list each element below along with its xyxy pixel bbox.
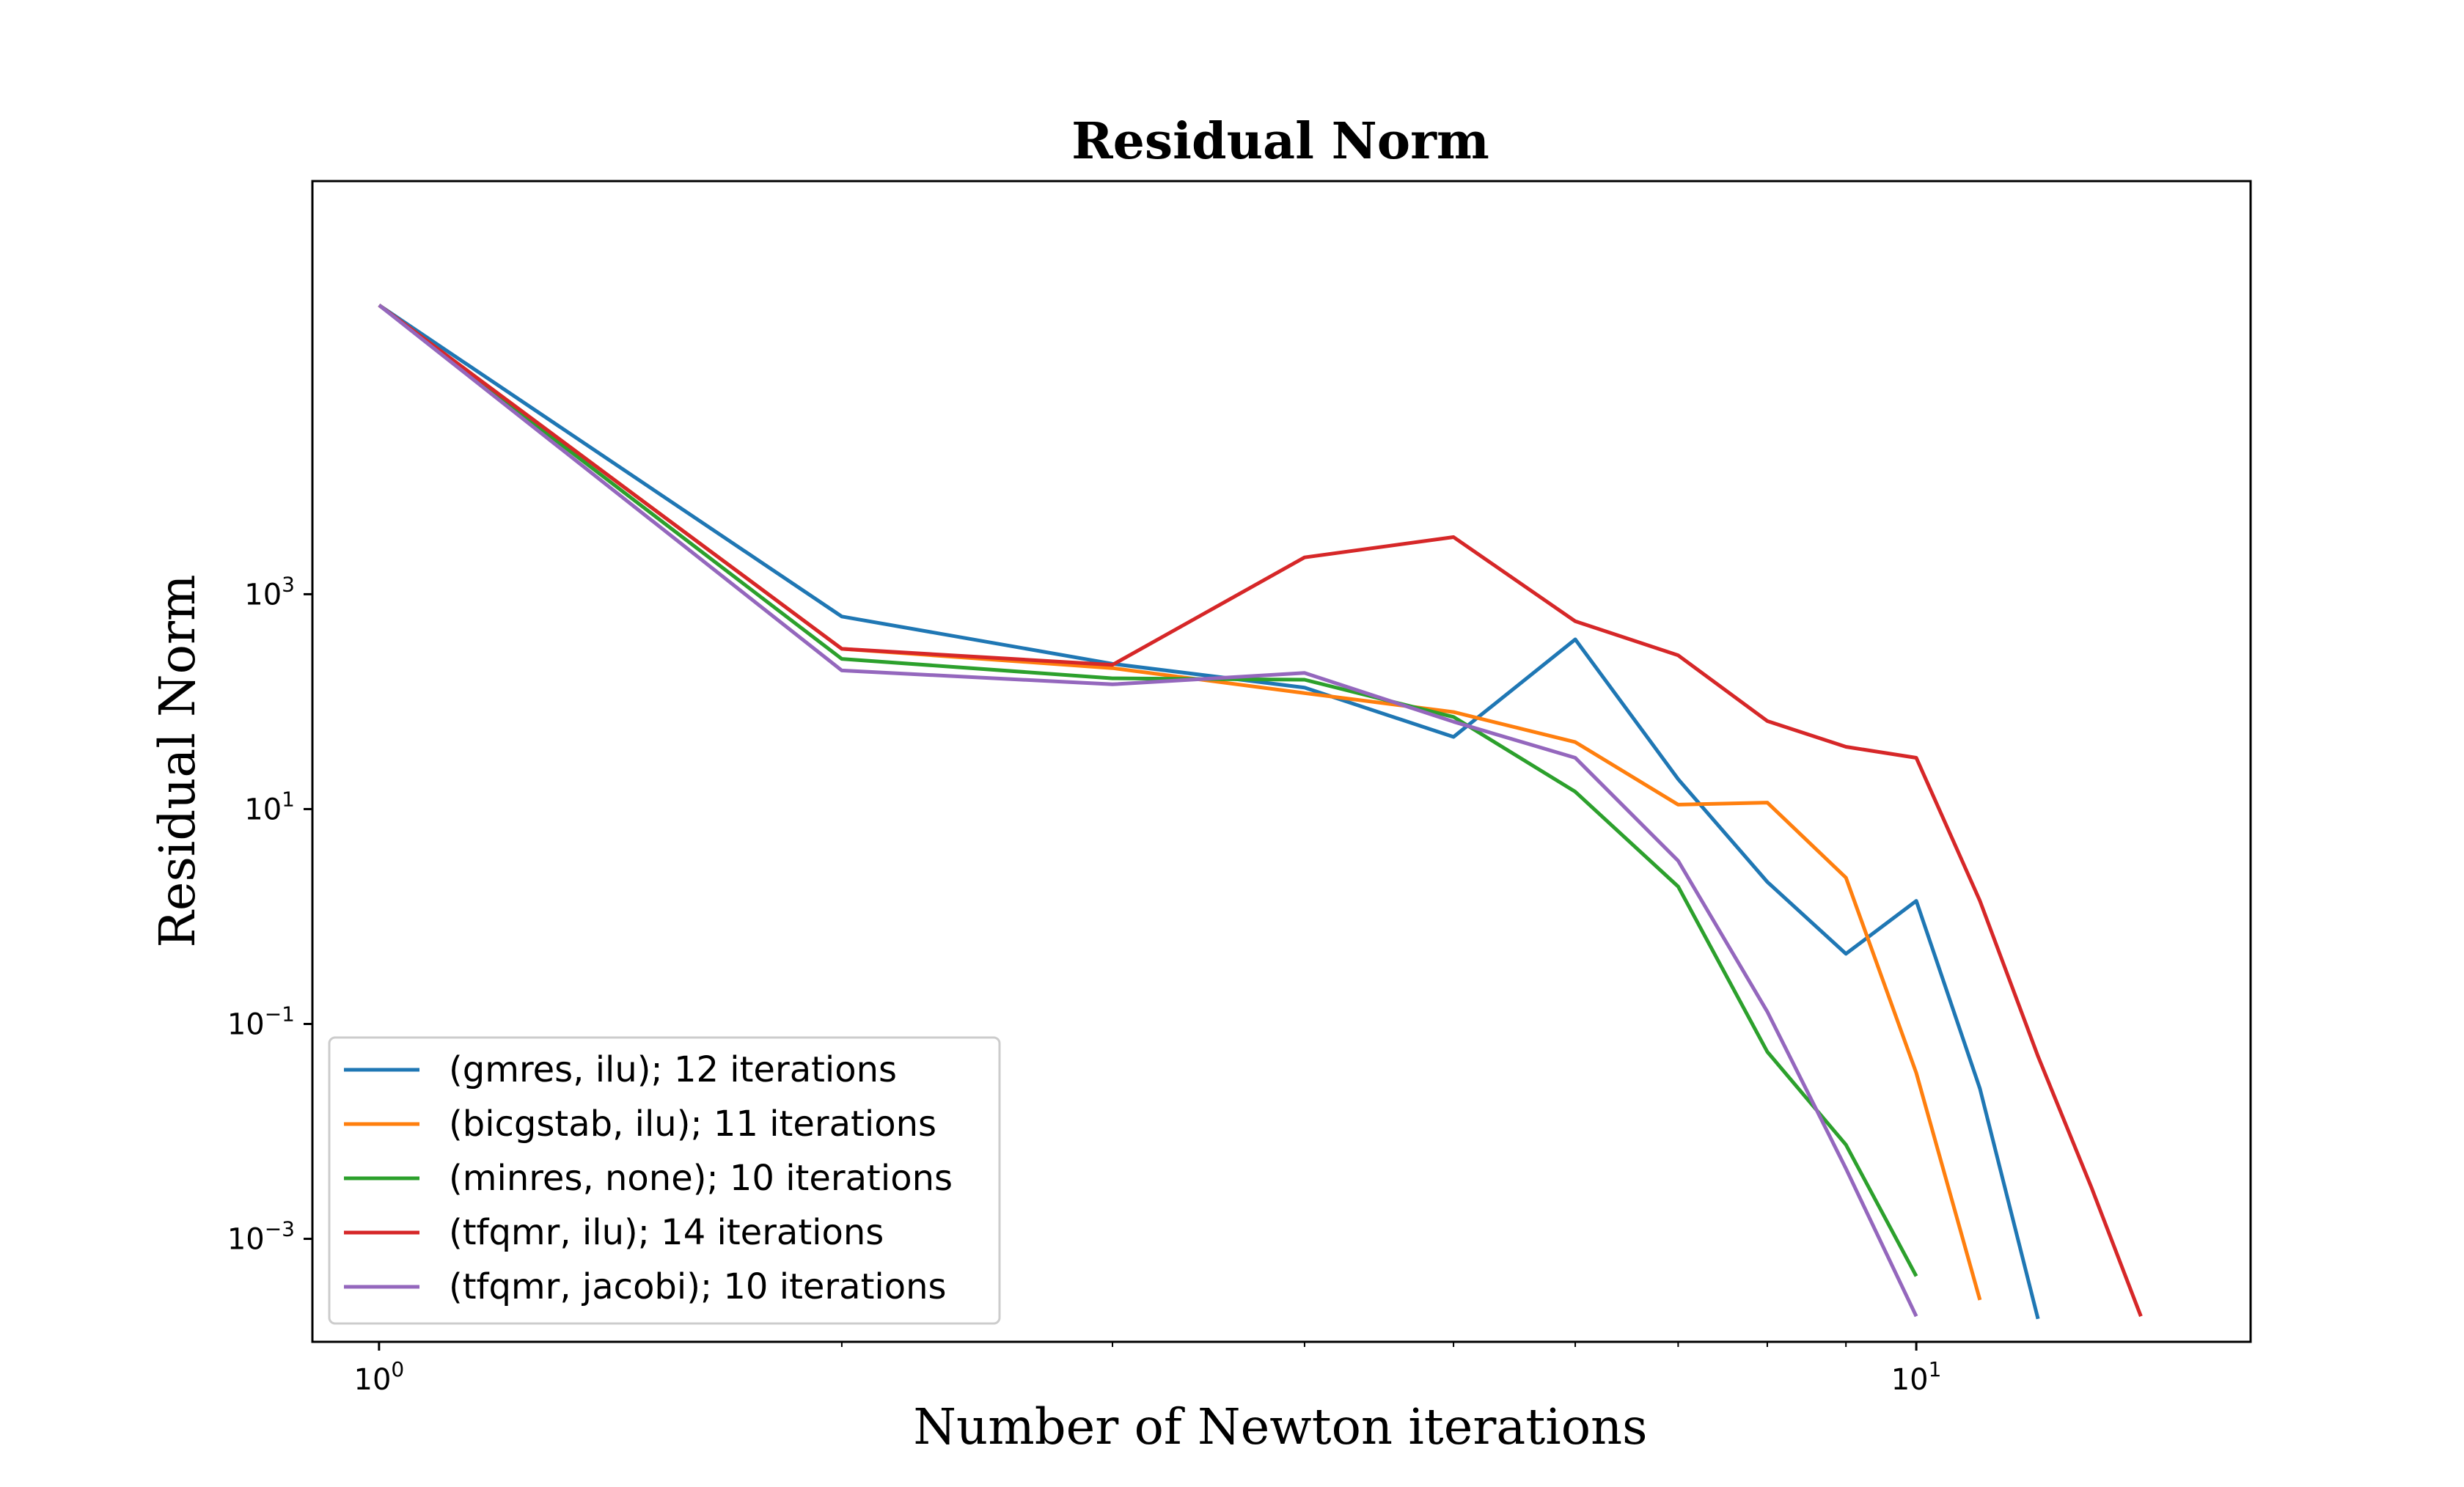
y-axis: 103 101 10−1 10−3 [227,572,312,1257]
y-tick-label: 10−3 [227,1217,295,1257]
legend-label-4: (tfqmr, ilu); 14 iterations [449,1212,884,1253]
y-tick-label: 10−1 [227,1002,295,1041]
series-line-2 [378,304,1982,1301]
chart-title: Residual Norm [1071,112,1489,171]
series-line-1 [378,304,2040,1320]
x-axis: 100 101 [354,1342,1942,1397]
plot-frame [311,180,2252,1343]
series-line-5 [378,304,1918,1318]
legend-label-1: (gmres, ilu); 12 iterations [449,1049,897,1090]
series-line-4 [378,304,2143,1318]
y-axis-label: Residual Norm [149,574,206,947]
x-tick-label: 101 [1891,1357,1942,1397]
series-line-3 [378,304,1918,1277]
legend: (gmres, ilu); 12 iterations (bicgstab, il… [328,1036,1001,1325]
y-tick-label: 103 [244,572,295,612]
series-layer [378,304,2143,1320]
legend-label-2: (bicgstab, ilu); 11 iterations [449,1104,936,1145]
legend-label-5: (tfqmr, jacobi); 10 iterations [449,1266,947,1307]
x-tick-label: 100 [354,1357,405,1397]
legend-box [328,1036,1001,1325]
x-axis-label: Number of Newton iterations [913,1398,1647,1455]
y-tick-label: 101 [244,787,295,826]
legend-label-3: (minres, none); 10 iterations [449,1158,953,1199]
